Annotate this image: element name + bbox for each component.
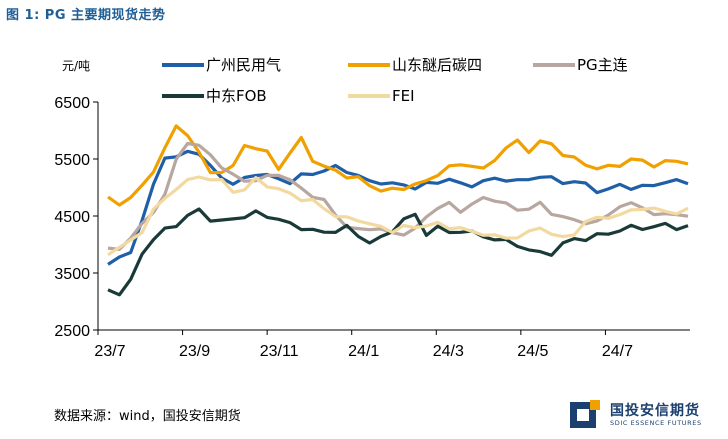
- brand-name-cn: 国投安信期货: [610, 403, 700, 419]
- series-line-5: [107, 175, 689, 257]
- x-tick-label: 23/11: [260, 343, 299, 360]
- brand-logo: 国投安信期货 SDIC ESSENCE FUTURES: [570, 398, 720, 434]
- chart-title: 图 1: PG 主要期现货走势: [6, 8, 166, 23]
- y-tick-label: 4500: [54, 209, 90, 226]
- x-tick-label: 24/7: [602, 343, 633, 360]
- legend-label-4: 中东FOB: [206, 87, 267, 105]
- y-axis: 2500 3500 4500 5500 6500: [54, 95, 99, 340]
- series-line-4: [107, 207, 689, 297]
- x-tick-label: 23/7: [94, 343, 125, 360]
- series-line-3: [107, 141, 689, 251]
- x-tick-label: 24/1: [348, 343, 379, 360]
- y-axis-unit: 元/吨: [62, 59, 90, 73]
- legend-label-2: 山东醚后碳四: [392, 56, 482, 74]
- series-line-2: [107, 124, 689, 207]
- legend-label-1: 广州民用气: [206, 56, 281, 74]
- x-tick-label: 23/9: [179, 343, 210, 360]
- data-source: 数据来源：wind，国投安信期货: [54, 409, 241, 424]
- legend-label-3: PG主连: [577, 56, 628, 74]
- legend-label-5: FEI: [392, 87, 415, 105]
- y-tick-label: 3500: [54, 266, 90, 283]
- brand-name-en: SDIC ESSENCE FUTURES: [610, 419, 702, 427]
- brand-logo-icon: [570, 400, 600, 428]
- y-tick-label: 6500: [54, 95, 90, 112]
- x-tick-label: 24/5: [517, 343, 548, 360]
- y-tick-label: 5500: [54, 152, 90, 169]
- series-group: [107, 124, 689, 297]
- x-tick-label: 24/3: [433, 343, 464, 360]
- y-tick-label: 2500: [54, 323, 90, 340]
- x-axis: 23/7 23/9 23/11 24/1 24/3 24/5 24/7: [94, 329, 690, 360]
